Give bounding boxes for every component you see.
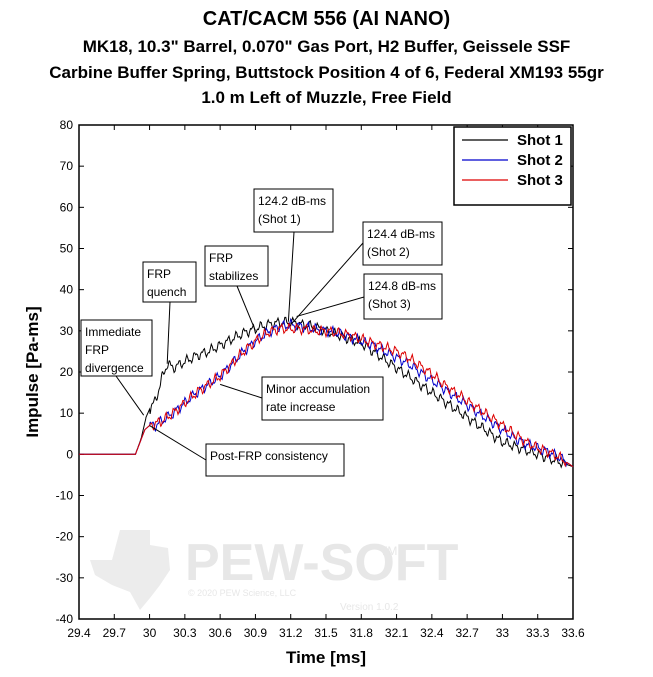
x-tick-label: 30.3	[173, 626, 197, 640]
annotation-box	[363, 273, 443, 320]
annotation-text: divergence	[85, 361, 144, 375]
annotation-text: (Shot 3)	[368, 297, 411, 311]
chart-title: CAT/CACM 556 (AI NANO)	[202, 8, 451, 30]
annotation-box	[261, 376, 384, 421]
annotation-box	[142, 261, 197, 303]
y-tick-label: 80	[60, 118, 74, 132]
annotation-pointer	[296, 296, 365, 317]
annotation-text: FRP	[209, 251, 233, 265]
annotation-text: 124.4 dB-ms	[367, 227, 435, 241]
annotation-box	[362, 221, 443, 266]
annotation-text: FRP	[85, 343, 109, 357]
annotation-text: (Shot 2)	[367, 245, 410, 259]
x-tick-label: 31.8	[350, 626, 374, 640]
x-tick-label: 30.9	[244, 626, 268, 640]
x-tick-label: 32.1	[385, 626, 409, 640]
annotation-pointer	[149, 425, 207, 461]
x-tick-label: 31.2	[279, 626, 303, 640]
y-tick-label: 40	[60, 283, 74, 297]
annotation-box	[253, 188, 334, 233]
watermark-tm: TM	[380, 544, 397, 558]
y-tick-label: 60	[60, 200, 74, 214]
annotation-text: 124.8 dB-ms	[368, 279, 436, 293]
watermark-copyright: © 2020 PEW Science, LLC	[188, 588, 297, 598]
annotation-text: Minor accumulation	[266, 382, 370, 396]
y-tick-label: 50	[60, 242, 74, 256]
x-tick-label: 32.7	[455, 626, 479, 640]
annotation-text: (Shot 1)	[258, 212, 301, 226]
x-tick-label: 30.6	[208, 626, 232, 640]
x-tick-label: 30	[143, 626, 157, 640]
annotation-text: FRP	[147, 267, 171, 281]
x-tick-label: 33.3	[526, 626, 550, 640]
legend: Shot 1 Shot 2 Shot 3	[453, 126, 572, 206]
y-tick-label: 0	[66, 447, 73, 461]
annotation-pointer	[219, 383, 263, 399]
annotation-callout: Immediate FRP divergence	[80, 319, 153, 416]
annotation-text: quench	[147, 285, 186, 299]
y-axis-label: Impulse [Pa-ms]	[23, 306, 42, 437]
legend-label-shot-1: Shot 1	[517, 132, 563, 149]
annotation-callout: 124.4 dB-ms (Shot 2)	[290, 221, 443, 325]
x-tick-label: 29.7	[103, 626, 127, 640]
annotation-text: stabilizes	[209, 269, 258, 283]
y-tick-label: -10	[56, 489, 74, 503]
x-tick-label: 33	[496, 626, 510, 640]
annotation-callout: Minor accumulation rate increase	[219, 376, 384, 421]
annotation-text: rate increase	[266, 400, 336, 414]
y-tick-label: 30	[60, 324, 74, 338]
annotation-box	[80, 319, 153, 377]
y-tick-label: 70	[60, 159, 74, 173]
annotation-callout: 124.8 dB-ms (Shot 3)	[296, 273, 443, 320]
x-tick-label: 33.6	[561, 626, 585, 640]
x-tick-label: 31.5	[314, 626, 338, 640]
x-tick-label: 29.4	[67, 626, 91, 640]
series-line-shot-3	[79, 322, 574, 468]
annotation-pointer	[287, 231, 295, 322]
annotation-callout: FRP stabilizes	[204, 245, 269, 332]
y-tick-label: 20	[60, 365, 74, 379]
annotation-box	[205, 443, 345, 477]
annotation-text: Post-FRP consistency	[210, 449, 328, 463]
annotation-text: Immediate	[85, 325, 141, 339]
y-tick-label: -30	[56, 571, 74, 585]
y-tick-label: 10	[60, 406, 74, 420]
watermark-text: PEW-SOFT	[185, 534, 459, 592]
annotation-pointer	[290, 242, 364, 325]
annotation-box	[204, 245, 269, 287]
chart-subtitle-1: MK18, 10.3" Barrel, 0.070" Gas Port, H2 …	[82, 37, 571, 56]
chart-subtitle-3: 1.0 m Left of Muzzle, Free Field	[201, 88, 452, 107]
annotation-text: 124.2 dB-ms	[258, 194, 326, 208]
x-axis-label: Time [ms]	[286, 648, 366, 667]
watermark-version: Version 1.0.2	[340, 602, 399, 613]
texas-logo-icon	[90, 530, 170, 610]
annotation-pointer	[115, 375, 145, 416]
x-tick-label: 32.4	[420, 626, 444, 640]
annotation-callout: FRP quench	[142, 261, 197, 364]
legend-label-shot-2: Shot 2	[517, 152, 563, 169]
annotation-callout: 124.2 dB-ms (Shot 1)	[253, 188, 334, 322]
annotation-pointer	[166, 301, 171, 364]
y-tick-label: -40	[56, 612, 74, 626]
annotation-callout: Post-FRP consistency	[149, 425, 345, 477]
y-tick-label: -20	[56, 530, 74, 544]
legend-label-shot-3: Shot 3	[517, 172, 563, 189]
chart-subtitle-2: Carbine Buffer Spring, Buttstock Positio…	[49, 63, 604, 82]
annotation-pointer	[236, 285, 256, 332]
